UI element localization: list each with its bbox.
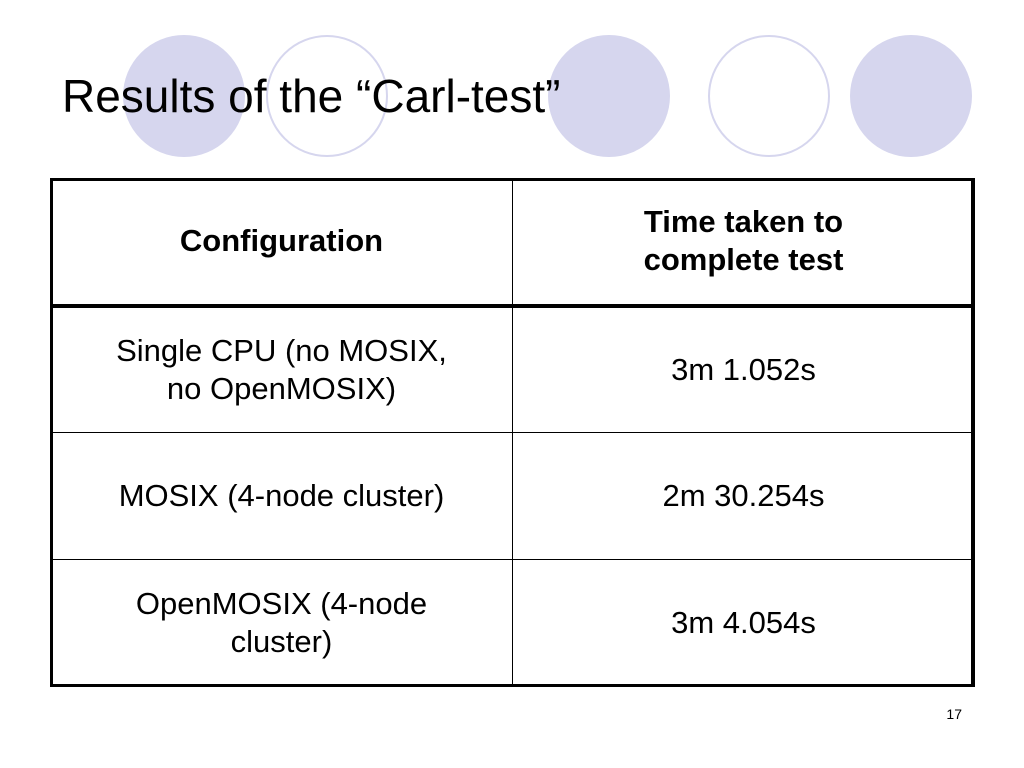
cell-time: 3m 4.054s xyxy=(512,559,975,687)
table-row: OpenMOSIX (4-node cluster) 3m 4.054s xyxy=(50,559,975,687)
config-line2: cluster) xyxy=(230,624,333,659)
decorative-circle-outline-2 xyxy=(708,35,830,157)
header-time-line2: complete test xyxy=(643,242,844,278)
config-line1: Single CPU (no MOSIX, xyxy=(116,332,447,368)
header-configuration: Configuration xyxy=(50,178,513,308)
results-table: Configuration Time taken to complete tes… xyxy=(50,178,975,687)
slide-number: 17 xyxy=(946,706,962,722)
config-line1: OpenMOSIX (4-node xyxy=(135,586,428,621)
cell-time: 2m 30.254s xyxy=(512,432,975,560)
table-header-row: Configuration Time taken to complete tes… xyxy=(50,178,975,308)
decorative-circle-filled-2 xyxy=(548,35,670,157)
table-row: MOSIX (4-node cluster) 2m 30.254s xyxy=(50,432,975,560)
decorative-circle-filled-3 xyxy=(850,35,972,157)
cell-configuration: Single CPU (no MOSIX, no OpenMOSIX) xyxy=(50,305,513,433)
table-row: Single CPU (no MOSIX, no OpenMOSIX) 3m 1… xyxy=(50,305,975,433)
header-time-taken: Time taken to complete test xyxy=(512,178,975,308)
header-time-line1: Time taken to xyxy=(643,204,844,240)
slide-title: Results of the “Carl-test” xyxy=(62,70,561,122)
config-line2: no OpenMOSIX) xyxy=(166,370,397,406)
config-line1: MOSIX (4-node cluster) xyxy=(118,478,445,513)
cell-time: 3m 1.052s xyxy=(512,305,975,433)
decorative-circle-outline-1 xyxy=(266,35,388,157)
decorative-circle-filled-1 xyxy=(123,35,245,157)
cell-configuration: MOSIX (4-node cluster) xyxy=(50,432,513,560)
cell-configuration: OpenMOSIX (4-node cluster) xyxy=(50,559,513,687)
